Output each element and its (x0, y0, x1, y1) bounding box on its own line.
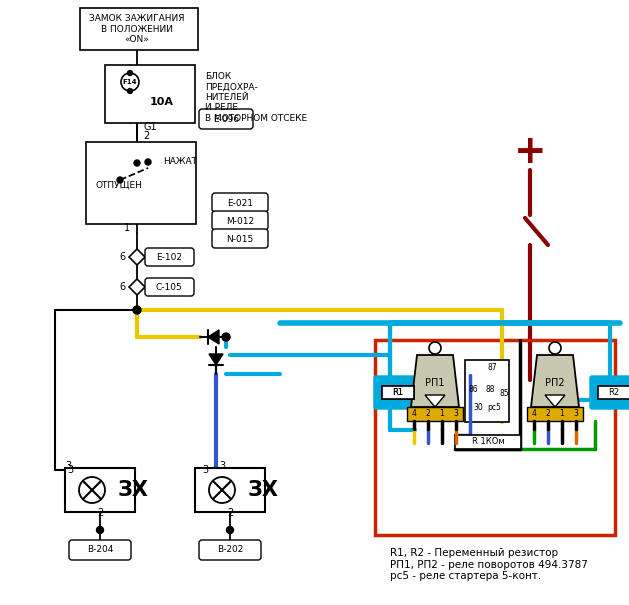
Text: Е-096: Е-096 (213, 114, 239, 123)
Bar (80, 8, 198, 50)
Text: 6: 6 (120, 282, 126, 292)
Circle shape (96, 526, 104, 534)
Text: 3: 3 (219, 461, 225, 471)
Text: 2: 2 (545, 410, 550, 419)
FancyBboxPatch shape (212, 211, 268, 230)
Circle shape (133, 306, 141, 314)
Text: рс5: рс5 (487, 404, 501, 413)
Text: 30: 30 (473, 404, 483, 413)
Bar (455, 435, 521, 449)
Bar (86, 142, 196, 224)
FancyBboxPatch shape (145, 248, 194, 266)
Text: ЗАМОК ЗАЖИГАНИЯ
В ПОЛОЖЕНИИ
«ON»: ЗАМОК ЗАЖИГАНИЯ В ПОЛОЖЕНИИ «ON» (89, 14, 185, 44)
Text: ОТПУЩЕН: ОТПУЩЕН (96, 180, 143, 189)
FancyBboxPatch shape (145, 278, 194, 296)
Circle shape (222, 333, 230, 341)
Text: ЗХ: ЗХ (248, 480, 279, 500)
Bar (195, 468, 265, 512)
Polygon shape (545, 395, 565, 407)
Circle shape (209, 477, 235, 503)
Circle shape (134, 160, 140, 166)
Circle shape (79, 477, 105, 503)
Text: 2: 2 (97, 508, 103, 518)
Bar (382, 386, 414, 399)
Text: РП2: РП2 (545, 378, 565, 388)
Polygon shape (209, 354, 223, 365)
Text: F14: F14 (123, 79, 137, 85)
FancyBboxPatch shape (212, 229, 268, 248)
FancyBboxPatch shape (590, 376, 629, 409)
Text: 4: 4 (411, 410, 416, 419)
Text: 3: 3 (65, 461, 71, 471)
Bar (527, 407, 583, 421)
Circle shape (117, 177, 123, 183)
Text: G1: G1 (143, 122, 157, 132)
Text: 3: 3 (67, 465, 73, 475)
Text: ЗХ: ЗХ (118, 480, 149, 500)
FancyBboxPatch shape (69, 540, 131, 560)
Text: 3: 3 (454, 410, 459, 419)
Circle shape (549, 342, 561, 354)
Text: 1: 1 (440, 410, 444, 419)
Bar (407, 407, 463, 421)
Text: 4: 4 (532, 410, 537, 419)
Text: R1: R1 (392, 388, 404, 397)
Text: В-202: В-202 (217, 546, 243, 555)
Text: 10А: 10А (150, 97, 174, 107)
Text: 87: 87 (487, 362, 497, 371)
Text: 2: 2 (143, 131, 149, 141)
Polygon shape (129, 249, 145, 265)
Bar (375, 340, 615, 535)
Circle shape (121, 73, 139, 91)
Text: 3: 3 (202, 465, 208, 475)
Polygon shape (411, 355, 459, 407)
Circle shape (429, 342, 441, 354)
Bar (598, 386, 629, 399)
Text: С-105: С-105 (155, 283, 182, 292)
Bar (382, 386, 414, 399)
Polygon shape (208, 330, 219, 344)
FancyBboxPatch shape (212, 193, 268, 212)
Text: R2: R2 (608, 388, 620, 397)
Text: 2: 2 (426, 410, 430, 419)
Text: 1: 1 (124, 223, 130, 233)
Circle shape (128, 71, 133, 76)
Text: 88: 88 (485, 385, 495, 394)
Bar (465, 360, 509, 422)
Text: Е-102: Е-102 (156, 252, 182, 261)
FancyBboxPatch shape (374, 376, 422, 409)
FancyBboxPatch shape (199, 109, 253, 129)
Text: N-015: N-015 (226, 235, 253, 243)
Text: R1: R1 (392, 388, 404, 397)
Text: В-204: В-204 (87, 546, 113, 555)
Text: 3: 3 (574, 410, 579, 419)
Text: 86: 86 (468, 385, 478, 394)
Text: М-012: М-012 (226, 217, 254, 226)
Text: БЛОК
ПРЕДОХРА-
НИТЕЛЕЙ
И РЕЛЕ
В МОТОРНОМ ОТСЕКЕ: БЛОК ПРЕДОХРА- НИТЕЛЕЙ И РЕЛЕ В МОТОРНОМ… (205, 72, 307, 123)
Text: РП1: РП1 (425, 378, 445, 388)
Text: 1: 1 (560, 410, 564, 419)
Circle shape (145, 159, 151, 165)
Text: +: + (514, 133, 547, 171)
Text: Е-021: Е-021 (227, 198, 253, 208)
Polygon shape (531, 355, 579, 407)
Text: R 1КОм: R 1КОм (472, 437, 504, 446)
FancyBboxPatch shape (199, 540, 261, 560)
Circle shape (128, 88, 133, 94)
Text: НАЖАТ: НАЖАТ (163, 157, 197, 166)
Polygon shape (425, 395, 445, 407)
Text: 2: 2 (227, 508, 233, 518)
Circle shape (226, 526, 233, 534)
Bar (65, 468, 135, 512)
Bar (105, 65, 195, 123)
Text: R1, R2 - Переменный резистор
РП1, РП2 - реле поворотов 494.3787
рс5 - реле старт: R1, R2 - Переменный резистор РП1, РП2 - … (390, 548, 588, 581)
Polygon shape (129, 279, 145, 295)
Text: 6: 6 (120, 252, 126, 262)
Text: 85: 85 (499, 388, 509, 397)
